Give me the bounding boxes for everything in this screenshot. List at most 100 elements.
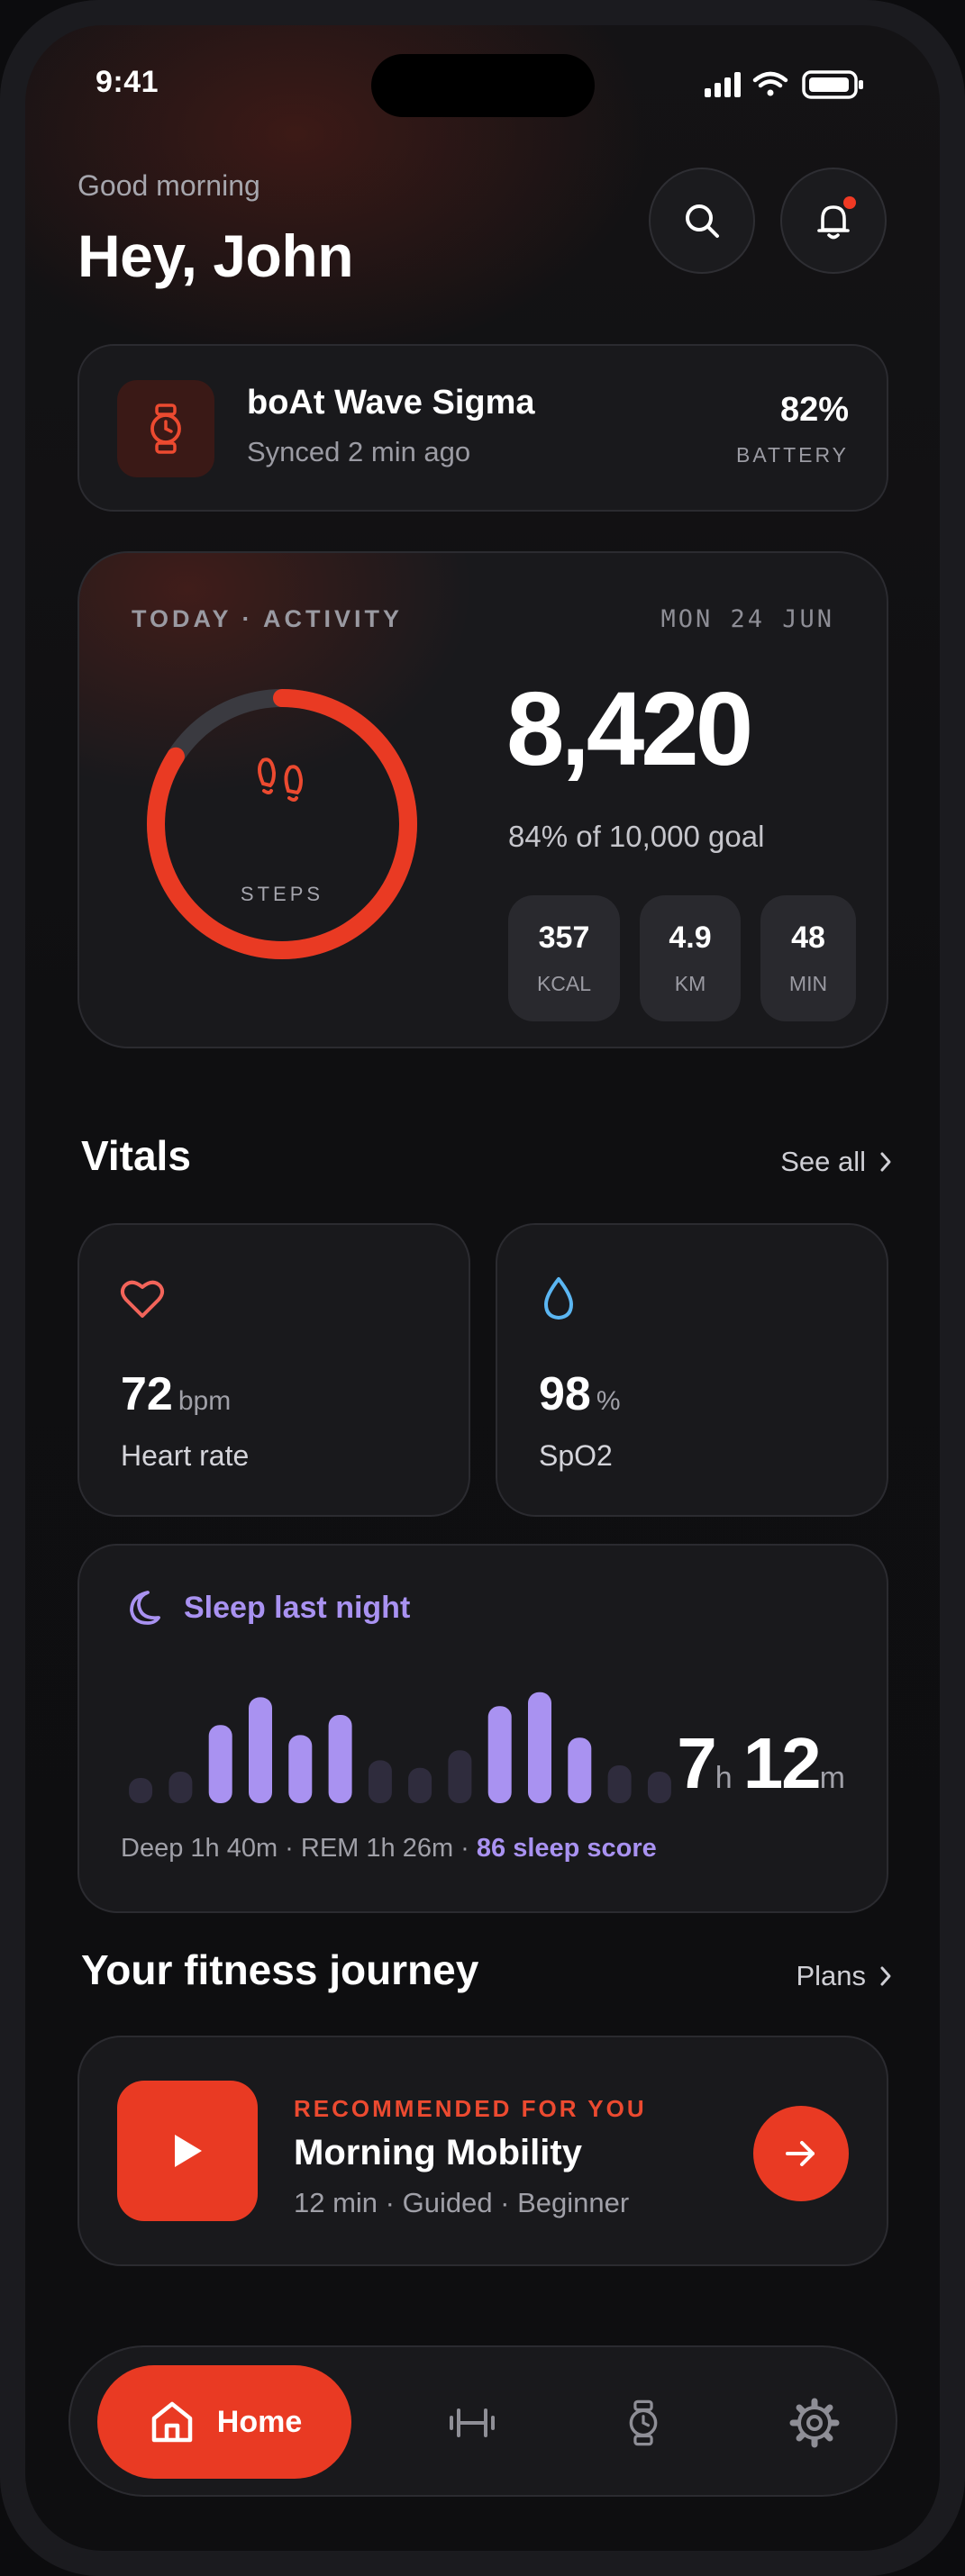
spo2-value-group: 98 % — [539, 1367, 621, 1421]
start-workout-button[interactable] — [753, 2106, 849, 2201]
watch-icon — [629, 2399, 658, 2446]
spo2-label: SpO2 — [539, 1439, 613, 1472]
user-greeting-title: Hey, John — [77, 222, 354, 289]
arrow-right-icon — [786, 2141, 815, 2166]
sleep-bar — [288, 1735, 313, 1803]
chevron-right-icon — [880, 1152, 891, 1172]
chevron-right-icon — [880, 1966, 891, 1986]
footsteps-icon — [258, 757, 304, 802]
stat-unit: MIN — [788, 972, 828, 995]
sleep-summary: Deep 1h 40m · REM 1h 26m · 86 sleep scor… — [121, 1834, 657, 1864]
sleep-minutes-unit: m — [819, 1761, 845, 1795]
tab-workouts[interactable] — [436, 2387, 508, 2459]
signal-icon — [705, 72, 741, 97]
stat-distance: 4.9 KM — [640, 895, 741, 1021]
heart-icon — [120, 1280, 165, 1318]
notifications-button[interactable] — [780, 168, 887, 274]
sleep-bar — [168, 1772, 193, 1803]
see-all-link[interactable]: See all — [780, 1146, 893, 1178]
spo2-value: 98 — [539, 1368, 591, 1420]
greeting-text: Good morning — [77, 169, 260, 202]
recommended-workout-card[interactable]: RECOMMENDED FOR YOU Morning Mobility 12 … — [77, 2036, 888, 2266]
sleep-stage-bars — [129, 1692, 671, 1803]
heart-rate-card[interactable]: 72 bpm Heart rate — [77, 1223, 470, 1517]
sleep-minutes: 12 — [742, 1723, 822, 1803]
sleep-card[interactable]: Sleep last night 7 h 12 m Deep 1h 40m · … — [77, 1544, 888, 1913]
tab-settings[interactable] — [778, 2387, 851, 2459]
device-name: boAt Wave Sigma — [247, 384, 535, 422]
vitals-title: Vitals — [81, 1132, 191, 1179]
notification-badge — [843, 196, 856, 209]
dumbbell-icon — [450, 2408, 495, 2437]
see-all-label: See all — [780, 1146, 866, 1177]
battery-label: BATTERY — [736, 443, 849, 467]
sleep-hours: 7 — [677, 1723, 716, 1803]
wifi-icon — [752, 71, 788, 96]
stat-minutes: 48 MIN — [760, 895, 856, 1021]
device-card[interactable]: boAt Wave Sigma Synced 2 min ago 82% BAT… — [77, 344, 888, 512]
moon-icon — [130, 1591, 160, 1625]
sleep-bar — [368, 1760, 392, 1803]
workout-meta: 12 min · Guided · Beginner — [294, 2187, 630, 2218]
heart-rate-value: 72 — [121, 1368, 173, 1420]
activity-label: TODAY · ACTIVITY — [132, 605, 404, 632]
droplet-icon — [544, 1277, 573, 1320]
sleep-bar — [208, 1725, 232, 1803]
steps-value: 8,420 — [506, 670, 753, 787]
battery-value: 82% — [779, 391, 849, 429]
play-tile[interactable] — [117, 2081, 258, 2221]
workout-name: Morning Mobility — [294, 2133, 582, 2172]
plans-label: Plans — [796, 1960, 866, 1991]
app-screen: 9:41 Good morning Hey, John — [25, 25, 940, 2551]
sleep-bar — [487, 1706, 512, 1803]
recommendation-label: RECOMMENDED FOR YOU — [294, 2095, 647, 2122]
sleep-bar — [129, 1778, 153, 1803]
sleep-bar — [448, 1750, 472, 1803]
heart-rate-value-group: 72 bpm — [121, 1367, 231, 1421]
tab-device[interactable] — [607, 2387, 679, 2459]
search-button[interactable] — [649, 168, 755, 274]
sync-status: Synced 2 min ago — [247, 436, 471, 467]
bell-icon — [817, 205, 850, 240]
sleep-bar — [568, 1737, 592, 1803]
activity-date: MON 24 JUN — [660, 605, 834, 633]
sleep-duration: 7 h 12 m — [677, 1722, 845, 1805]
play-icon — [175, 2135, 202, 2167]
steps-caption: STEPS — [240, 883, 324, 905]
sleep-score: 86 sleep score — [476, 1834, 657, 1863]
tab-home[interactable]: Home — [97, 2365, 351, 2479]
tab-home-label: Home — [216, 2404, 303, 2439]
sleep-bar — [328, 1715, 352, 1803]
stat-value: 4.9 — [669, 921, 712, 955]
sleep-bar — [249, 1697, 272, 1803]
plans-link[interactable]: Plans — [796, 1960, 893, 1992]
stat-value: 48 — [791, 921, 825, 955]
stat-unit: KCAL — [536, 972, 592, 995]
settings-icon — [789, 2398, 840, 2448]
steps-goal: 84% of 10,000 goal — [508, 820, 765, 853]
sleep-bar — [528, 1692, 551, 1803]
bottom-tab-bar: Home — [68, 2345, 897, 2497]
battery-icon — [802, 70, 863, 99]
dynamic-island — [371, 54, 595, 117]
activity-card[interactable]: TODAY · ACTIVITY MON 24 JUN STEPS 8,420 … — [77, 551, 888, 1048]
watch-tile — [117, 380, 214, 477]
status-time: 9:41 — [96, 65, 159, 99]
status-icons — [705, 70, 863, 99]
home-icon — [151, 2401, 193, 2443]
sleep-bar — [408, 1767, 432, 1803]
sleep-bar — [607, 1765, 632, 1803]
stat-calories: 357 KCAL — [508, 895, 620, 1021]
spo2-unit: % — [596, 1386, 621, 1416]
sleep-bar — [647, 1772, 671, 1803]
spo2-card[interactable]: 98 % SpO2 — [496, 1223, 888, 1517]
sleep-phase-summary: Deep 1h 40m · REM 1h 26m · — [121, 1834, 477, 1863]
ring-progress — [147, 689, 417, 959]
stat-value: 357 — [538, 921, 590, 955]
watch-icon — [150, 404, 181, 454]
stat-unit: KM — [674, 972, 706, 995]
sleep-hours-unit: h — [715, 1761, 733, 1795]
heart-rate-unit: bpm — [178, 1386, 232, 1416]
heart-rate-label: Heart rate — [121, 1439, 250, 1472]
